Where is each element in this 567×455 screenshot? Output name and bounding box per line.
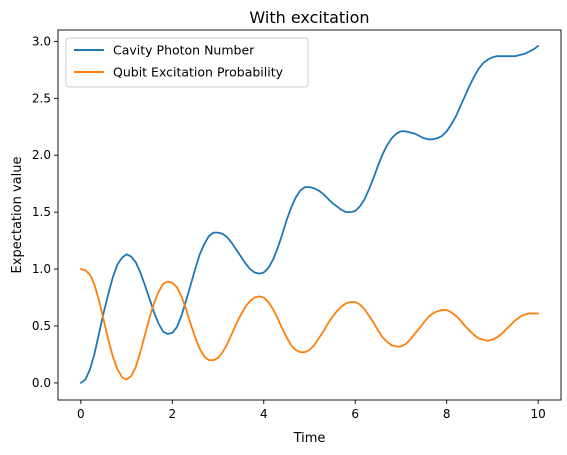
y-tick-label: 0.5 [32,319,51,333]
chart-title: With excitation [249,8,369,27]
y-tick-label: 1.0 [32,262,51,276]
y-axis-label: Expectation value [10,157,25,274]
legend: Cavity Photon Number Qubit Excitation Pr… [65,37,309,88]
y-tick-label: 0.0 [32,376,51,390]
y-tick-label: 3.0 [32,34,51,48]
cavity-photon-number-line [79,45,540,384]
x-axis-label: Time [293,431,326,446]
legend-label-cavity: Cavity Photon Number [113,43,255,58]
qubit-excitation-probability-line [79,268,540,381]
legend-label-qubit: Qubit Excitation Probability [113,65,284,80]
x-tick-label: 2 [168,407,176,421]
plot-frame [57,29,562,401]
series-lines [79,45,540,384]
legend-box [65,37,309,88]
y-tick-label: 2.5 [32,91,51,105]
axis-ticks: 0 2 4 6 8 10 0.0 0.5 1.0 1.5 2.0 2.5 3.0 [32,34,546,421]
x-tick-label: 4 [260,407,268,421]
x-tick-label: 10 [530,407,545,421]
x-tick-label: 0 [77,407,85,421]
x-tick-label: 6 [351,407,359,421]
x-tick-label: 8 [443,407,451,421]
y-tick-label: 1.5 [32,205,51,219]
y-tick-label: 2.0 [32,148,51,162]
